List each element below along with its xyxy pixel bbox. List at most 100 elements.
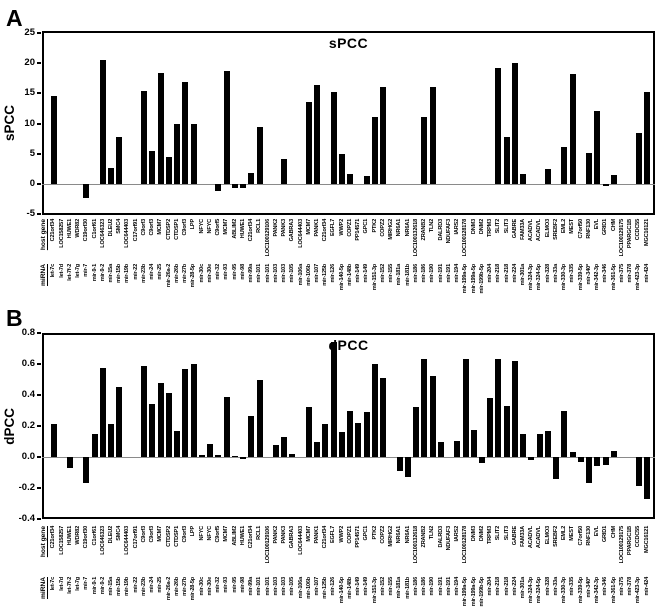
mirna-label: mir-194 (454, 264, 461, 283)
dpcc-bar (248, 415, 255, 457)
host-gene-label: C1orf61 (91, 526, 98, 546)
mirna-label: mir-199a-5p (470, 264, 477, 294)
dpcc-bar (396, 457, 403, 471)
host-gene-label: DALRD3 (437, 219, 444, 241)
spcc-bar (421, 117, 428, 184)
mirna-label: mir-181b (404, 577, 411, 599)
host-gene-label: GABRE (511, 526, 518, 546)
dpcc-y-tick-mark (37, 518, 41, 520)
host-gene-label: EVL (594, 219, 601, 230)
dpcc-bar (553, 457, 560, 479)
mirna-label: let-7d (58, 577, 65, 591)
mirna-label: let-7g (75, 577, 82, 591)
dpcc-y-tick-label: 0.2 (21, 420, 35, 431)
mirna-label: mir-218 (495, 577, 502, 596)
host-gene-label: C9orf5 (215, 526, 222, 543)
host-gene-label: C21orf34 (322, 526, 329, 549)
mirna-label: mir-33a (552, 577, 559, 596)
host-gene-label: C7orf50 (577, 219, 584, 239)
spcc-bar (223, 70, 230, 184)
mirna-label: mir-32 (215, 264, 222, 280)
host-gene-label: LOC100129175 (618, 219, 625, 257)
host-gene-label: GPC1 (363, 526, 370, 541)
host-gene-label: DLEU2 (107, 526, 114, 544)
mirna-label: mir-106a (297, 264, 304, 286)
mirna-label: mir-423-3p (635, 577, 642, 604)
mirna-label: mir-30c (198, 577, 205, 596)
dpcc-bar (305, 406, 312, 457)
mirna-label: mir-22 (132, 577, 139, 593)
spcc-bar (602, 184, 609, 186)
host-gene-label: EGFL7 (330, 526, 337, 544)
host-gene-label: MCM7 (223, 526, 230, 542)
host-gene-label: IARS2 (454, 526, 461, 542)
host-gene-label: HUWE1 (66, 526, 73, 546)
host-gene-label: FAM33A (519, 219, 526, 240)
host-gene-label: MCM7 (157, 526, 164, 542)
host-gene-label: RNF130 (585, 526, 592, 546)
host-gene-label: RCL1 (256, 219, 263, 233)
mirna-label: mir-424 (643, 264, 650, 283)
mirna-label: mir-19b (124, 577, 131, 596)
panel-b-letter: B (6, 305, 23, 331)
mirna-label: mir-103 (281, 264, 288, 283)
dpcc-bar (272, 444, 279, 457)
spcc-bar (380, 86, 387, 184)
spcc-bar (83, 184, 90, 198)
mirna-label: let-7f-2 (66, 577, 73, 594)
host-gene-label: EML2 (561, 219, 568, 234)
spcc-zero-line (42, 184, 655, 185)
host-gene-label: SLIT2 (495, 526, 502, 541)
host-gene-label: MIRHG2 (388, 526, 395, 547)
mirna-label: let-7c (50, 577, 57, 591)
mirna-label: mir-152 (379, 577, 386, 596)
mirna-label: mir-378 (627, 577, 634, 596)
dpcc-bar (511, 360, 518, 457)
host-gene-label: NR6A1 (396, 219, 403, 237)
host-gene-label: C17orf91 (132, 526, 139, 549)
spcc-plot-title: sPCC (328, 35, 369, 51)
dpcc-bar (338, 432, 345, 457)
host-gene-label: C17orf91 (132, 219, 139, 242)
host-gene-label: CTDSP2 (165, 526, 172, 547)
host-gene-label: C9orf3 (149, 526, 156, 543)
dpcc-y-tick-mark (37, 425, 41, 427)
host-gene-label: C19orf30 (83, 526, 90, 549)
mirna-label: mir-190 (429, 577, 436, 596)
dpcc-bar (610, 450, 617, 457)
spcc-bar (305, 101, 312, 184)
mirna-label: mir-191 (445, 264, 452, 283)
host-gene-label: PANK3 (281, 219, 288, 237)
host-gene-label: WWP2 (338, 219, 345, 236)
host-gene-label: DALRD3 (437, 526, 444, 548)
spcc-bar (149, 150, 156, 184)
host-gene-label: PPARGC1B (627, 526, 634, 556)
spcc-bar (586, 152, 593, 184)
mirna-label: mir-30e (206, 264, 213, 283)
mirna-label: mir-186 (412, 577, 419, 596)
spcc-y-tick-label: 25 (24, 26, 35, 38)
mirna-label: mir-126 (330, 577, 337, 596)
spcc-y-tick-mark (37, 92, 41, 95)
mirna-label: let-7d (58, 264, 65, 278)
dpcc-bar (520, 433, 527, 457)
mirna-label: mir-99a (248, 264, 255, 283)
dpcc-bar (289, 453, 296, 457)
dpcc-bar (347, 410, 354, 457)
host-gene-label: NFYC (198, 526, 205, 541)
dpcc-bar (536, 433, 543, 457)
mirna-label: mir-15a (107, 577, 114, 596)
mirna-label: mir-103 (272, 577, 279, 596)
host-gene-label: IARS2 (454, 219, 461, 235)
dpcc-bar (503, 405, 510, 457)
host-gene-label: C21orf34 (50, 526, 57, 549)
host-gene-label: NDUFAF3 (445, 219, 452, 244)
mirna-label: mir-9-1 (91, 577, 98, 595)
host-gene-label: MCM7 (157, 219, 164, 235)
host-gene-label: C9orf3 (140, 526, 147, 543)
host-gene-label: COPZ2 (379, 219, 386, 237)
spcc-bar (363, 175, 370, 184)
spcc-bar (182, 82, 189, 184)
mirna-label: mir-140-5p (338, 577, 345, 604)
host-gene-label: WDR82 (75, 219, 82, 238)
